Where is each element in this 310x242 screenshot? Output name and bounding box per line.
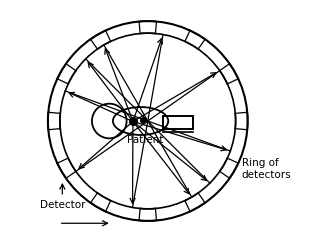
Text: Patient: Patient: [127, 136, 164, 145]
Bar: [163, 116, 193, 129]
Text: Ring of
detectors: Ring of detectors: [241, 158, 291, 180]
Text: Detector: Detector: [39, 184, 85, 210]
